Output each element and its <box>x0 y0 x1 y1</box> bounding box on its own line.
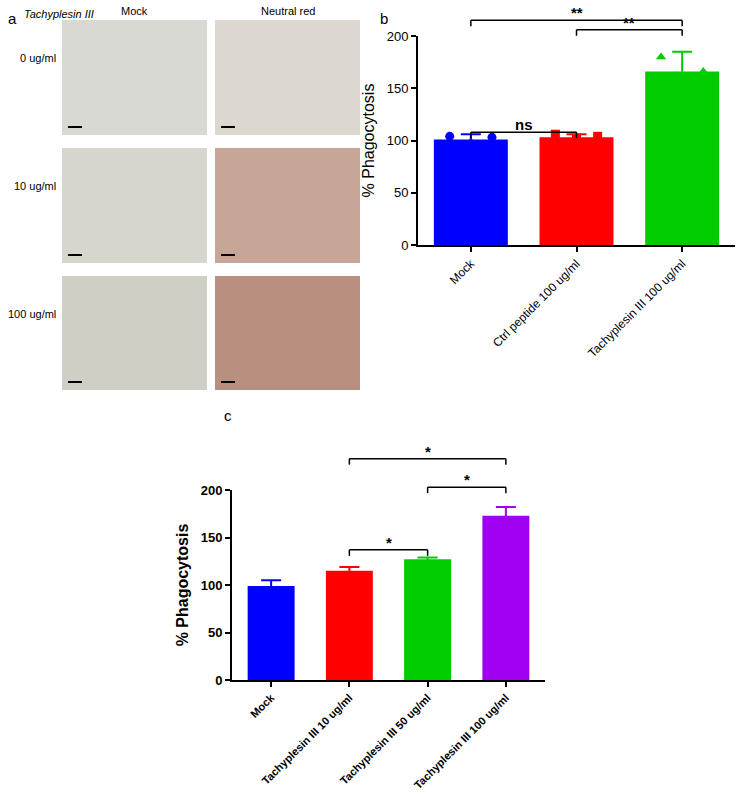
svg-text:200: 200 <box>387 29 409 44</box>
svg-text:Ctrl peptide 100 ug/ml: Ctrl peptide 100 ug/ml <box>490 257 583 350</box>
svg-text:% Phagocytosis: % Phagocytosis <box>360 84 377 198</box>
svg-text:Tachyplesin III 100 ug/ml: Tachyplesin III 100 ug/ml <box>412 692 512 792</box>
svg-text:0: 0 <box>401 238 408 253</box>
svg-text:Mock: Mock <box>447 256 478 287</box>
svg-text:*: * <box>464 471 470 488</box>
svg-text:Tachyplesin III: Tachyplesin III <box>24 8 94 20</box>
svg-text:**: ** <box>623 14 635 31</box>
svg-text:*: * <box>425 443 431 460</box>
svg-text:0: 0 <box>215 673 222 688</box>
svg-text:200: 200 <box>201 483 223 498</box>
svg-text:100 ug/ml: 100 ug/ml <box>8 308 56 320</box>
svg-text:Neutral red: Neutral red <box>261 5 315 17</box>
svg-text:c: c <box>224 407 232 424</box>
svg-text:Tachyplesin III 100 ug/ml: Tachyplesin III 100 ug/ml <box>585 257 688 360</box>
svg-text:ns: ns <box>515 116 533 133</box>
svg-text:b: b <box>380 10 388 27</box>
svg-text:100: 100 <box>387 133 409 148</box>
svg-text:*: * <box>386 534 392 551</box>
svg-text:50: 50 <box>208 625 222 640</box>
svg-text:Tachyplesin III 50 ug/ml: Tachyplesin III 50 ug/ml <box>338 692 433 787</box>
svg-text:50: 50 <box>394 185 408 200</box>
svg-text:**: ** <box>571 4 583 21</box>
svg-text:10 ug/ml: 10 ug/ml <box>14 180 56 192</box>
svg-text:100: 100 <box>201 578 223 593</box>
svg-text:Tachyplesin III 10 ug/ml: Tachyplesin III 10 ug/ml <box>259 692 354 787</box>
svg-text:a: a <box>8 10 17 27</box>
svg-text:150: 150 <box>201 530 223 545</box>
svg-text:150: 150 <box>387 81 409 96</box>
svg-text:Mock: Mock <box>248 691 277 720</box>
svg-text:Mock: Mock <box>121 5 148 17</box>
svg-text:0 ug/ml: 0 ug/ml <box>20 52 56 64</box>
svg-text:% Phagocytosis: % Phagocytosis <box>174 524 191 647</box>
